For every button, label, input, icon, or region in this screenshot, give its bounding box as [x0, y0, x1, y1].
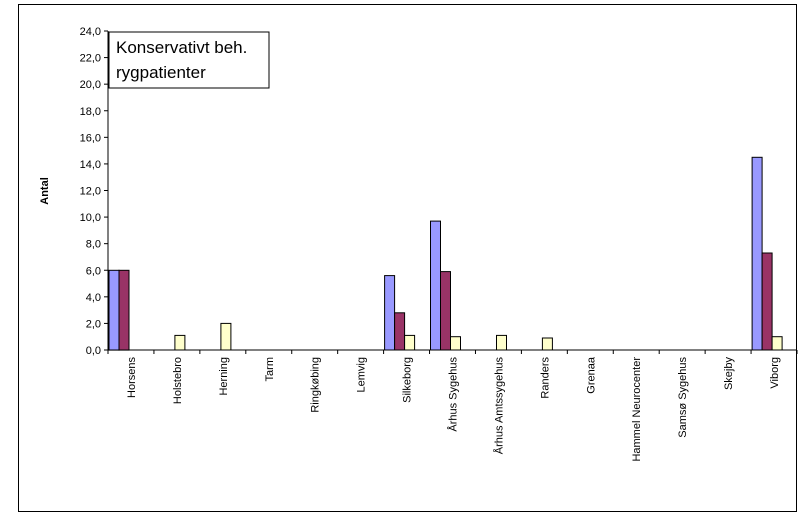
- x-tick-label: Herning: [218, 357, 230, 396]
- x-tick-label: Silkeborg: [402, 357, 414, 403]
- y-tick-label: 22,0: [80, 53, 101, 65]
- bar-århus-amtssygehus-s3: [496, 334, 507, 351]
- bar-viborg-s1: [751, 156, 763, 351]
- bar-horsens-s2: [118, 269, 130, 351]
- y-tick-label: 0,0: [86, 345, 101, 357]
- chart-title-line-2: rygpatienter: [116, 63, 206, 82]
- y-tick-label: 8,0: [86, 239, 101, 251]
- bar-silkeborg-s3: [404, 334, 416, 351]
- bar-silkeborg-s2: [394, 312, 406, 351]
- y-tick-label: 10,0: [80, 212, 101, 224]
- y-tick-label: 18,0: [80, 106, 101, 118]
- bar-silkeborg-s1: [384, 275, 396, 351]
- bar-århus-sygehus-s2: [440, 271, 451, 351]
- x-tick-label: Tarm: [264, 357, 276, 381]
- bar-viborg-s2: [761, 252, 773, 351]
- y-tick-label: 16,0: [80, 132, 101, 144]
- x-tick-label: Randers: [539, 357, 551, 399]
- axes-group: 0,0 2,0 4,0 6,0 8,0 10,0 12,0 14,0 16,0 18,0 20,0 2…: [80, 26, 798, 462]
- bar-randers-s3: [541, 337, 553, 351]
- chart-frame: [18, 4, 797, 512]
- y-tick-label: 24,0: [80, 26, 101, 38]
- y-tick-label: 12,0: [80, 186, 101, 198]
- x-tick-label: Hammel Neurocenter: [631, 357, 643, 462]
- y-axis-label: Antal: [39, 177, 51, 205]
- y-tick-label: 14,0: [80, 159, 101, 171]
- chart-title-line-1: Konservativt beh.: [116, 38, 247, 57]
- bar-århus-sygehus-s1: [430, 220, 441, 351]
- y-tick-label: 2,0: [86, 318, 101, 330]
- x-tick-label: Horsens: [126, 357, 138, 398]
- title-box: [108, 31, 270, 89]
- x-tick-label: Skejby: [723, 357, 735, 391]
- y-tick-label: 20,0: [80, 79, 101, 91]
- y-tick-label: 4,0: [86, 292, 101, 304]
- bar-horsens-s1: [108, 269, 120, 351]
- x-tick-label: Holstebro: [172, 357, 184, 404]
- bar-viborg-s3: [771, 336, 783, 351]
- x-tick-label: Lemvig: [356, 357, 368, 392]
- x-tick-label: Samsø Sygehus: [677, 357, 689, 438]
- x-tick-label: Århus Sygehus: [447, 357, 460, 432]
- x-tick-label: Ringkøbing: [310, 357, 322, 413]
- bar-herning-s3: [220, 322, 232, 351]
- x-tick-label: Viborg: [769, 357, 781, 389]
- bars-group: [108, 156, 783, 351]
- bar-holstebro-s3: [174, 334, 186, 351]
- y-tick-label: 6,0: [86, 265, 101, 277]
- bar-århus-sygehus-s3: [450, 336, 461, 351]
- x-tick-label: Århus Amtssygehus: [492, 357, 505, 455]
- x-tick-label: Grenaa: [585, 356, 597, 394]
